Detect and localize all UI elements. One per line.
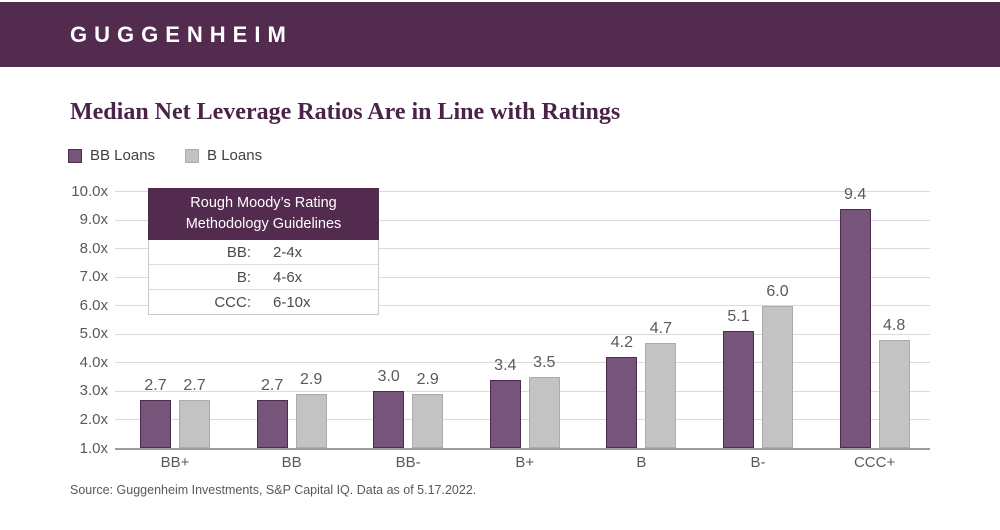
bar-b-loans-BB- xyxy=(412,394,444,449)
chart-title: Median Net Leverage Ratios Are in Line w… xyxy=(70,99,621,125)
bar-b-loans-B- xyxy=(762,305,793,449)
gridline xyxy=(115,419,930,421)
bar-value-label: 4.7 xyxy=(649,319,673,337)
bar-b-loans-BB xyxy=(295,394,327,449)
bar-value-label: 2.9 xyxy=(416,371,439,389)
bar-value-label: 2.7 xyxy=(183,376,206,394)
y-tick-label: 2.0x xyxy=(79,410,108,428)
gridline xyxy=(115,219,930,221)
guidelines-row-label: BB: xyxy=(226,243,251,261)
guidelines-row-value: 6-10x xyxy=(273,293,311,311)
legend-item-bb-loans: BB Loans xyxy=(68,147,155,164)
y-tick-label: 10.0x xyxy=(71,182,108,200)
bar-value-label: 3.4 xyxy=(494,356,517,374)
x-tick-label: BB xyxy=(281,454,302,471)
bar-value-label: 2.7 xyxy=(144,376,167,394)
bar-value-label: 4.2 xyxy=(610,334,634,352)
moodys-guidelines-box: Rough Moody’s Rating Methodology Guideli… xyxy=(148,188,379,316)
guidelines-row-label: CCC: xyxy=(214,293,251,311)
bb-loans-swatch-icon xyxy=(68,148,82,163)
x-tick-label: B- xyxy=(750,454,766,471)
y-tick-label: 5.0x xyxy=(79,325,108,343)
y-tick-label: 8.0x xyxy=(79,239,108,257)
bar-bb-loans-B xyxy=(606,357,638,449)
bar-value-label: 3.0 xyxy=(377,368,400,386)
gridline xyxy=(115,362,930,364)
bar-value-label: 4.8 xyxy=(882,316,906,334)
y-tick-label: 9.0x xyxy=(79,211,108,229)
bar-value-label: 9.4 xyxy=(843,185,867,203)
bar-bb-loans-B- xyxy=(723,331,754,449)
bar-b-loans-BB+ xyxy=(179,399,210,449)
bar-bb-loans-CCC+ xyxy=(839,208,871,449)
gridline xyxy=(115,248,930,250)
bar-value-label: 5.1 xyxy=(727,308,750,326)
gridline xyxy=(115,390,930,392)
guggenheim-logo: GUGGENHEIM xyxy=(70,22,293,47)
guidelines-row-label: B: xyxy=(236,268,251,286)
x-tick-label: BB- xyxy=(395,454,421,471)
gridline xyxy=(115,305,930,307)
bar-value-label: 2.7 xyxy=(260,376,284,394)
gridline xyxy=(115,191,930,192)
guidelines-row-value: 4-6x xyxy=(273,268,303,286)
b-loans-swatch-icon xyxy=(185,148,200,163)
legend-label-bb-loans: BB Loans xyxy=(90,147,156,164)
guidelines-title-line2: Methodology Guidelines xyxy=(185,215,342,232)
guidelines-box-body: BB: 2-4x B: 4-6x CCC: 6-10x xyxy=(148,240,379,316)
legend-label-b-loans: B Loans xyxy=(207,147,263,164)
bar-bb-loans-B+ xyxy=(489,379,521,449)
bar-bb-loans-BB- xyxy=(373,391,405,449)
source-note: Source: Guggenheim Investments, S&P Capi… xyxy=(70,483,477,497)
guidelines-row-b: B: 4-6x xyxy=(149,264,378,289)
y-tick-label: 1.0x xyxy=(79,439,108,457)
y-tick-label: 4.0x xyxy=(79,353,108,371)
y-tick-label: 6.0x xyxy=(79,296,108,314)
legend-item-b-loans: B Loans xyxy=(185,147,262,164)
gridline xyxy=(115,276,930,278)
guidelines-title-line1: Rough Moody’s Rating xyxy=(190,195,337,211)
legend: BB Loans B Loans xyxy=(68,147,262,164)
bar-value-label: 2.9 xyxy=(299,371,323,389)
brand-header-band: GUGGENHEIM xyxy=(0,2,1000,67)
x-tick-label: B+ xyxy=(515,454,535,471)
y-tick-label: 3.0x xyxy=(79,382,108,400)
bar-value-label: 6.0 xyxy=(766,282,789,300)
gridline xyxy=(115,333,930,335)
y-tick-label: 7.0x xyxy=(79,268,108,286)
x-tick-label: B xyxy=(636,454,647,471)
x-tick-label: BB+ xyxy=(160,454,190,471)
bar-b-loans-B xyxy=(645,342,677,449)
guidelines-row-value: 2-4x xyxy=(273,243,303,261)
guidelines-box-header: Rough Moody’s Rating Methodology Guideli… xyxy=(148,188,379,241)
bar-b-loans-CCC+ xyxy=(878,339,910,449)
bar-bb-loans-BB+ xyxy=(140,399,171,449)
bar-value-label: 3.5 xyxy=(533,354,556,372)
x-axis-line xyxy=(115,447,930,450)
guidelines-row-ccc: CCC: 6-10x xyxy=(149,289,378,314)
bar-bb-loans-BB xyxy=(256,399,288,449)
guidelines-row-bb: BB: 2-4x xyxy=(149,240,378,264)
x-tick-label: CCC+ xyxy=(853,454,896,471)
bar-b-loans-B+ xyxy=(528,377,560,449)
